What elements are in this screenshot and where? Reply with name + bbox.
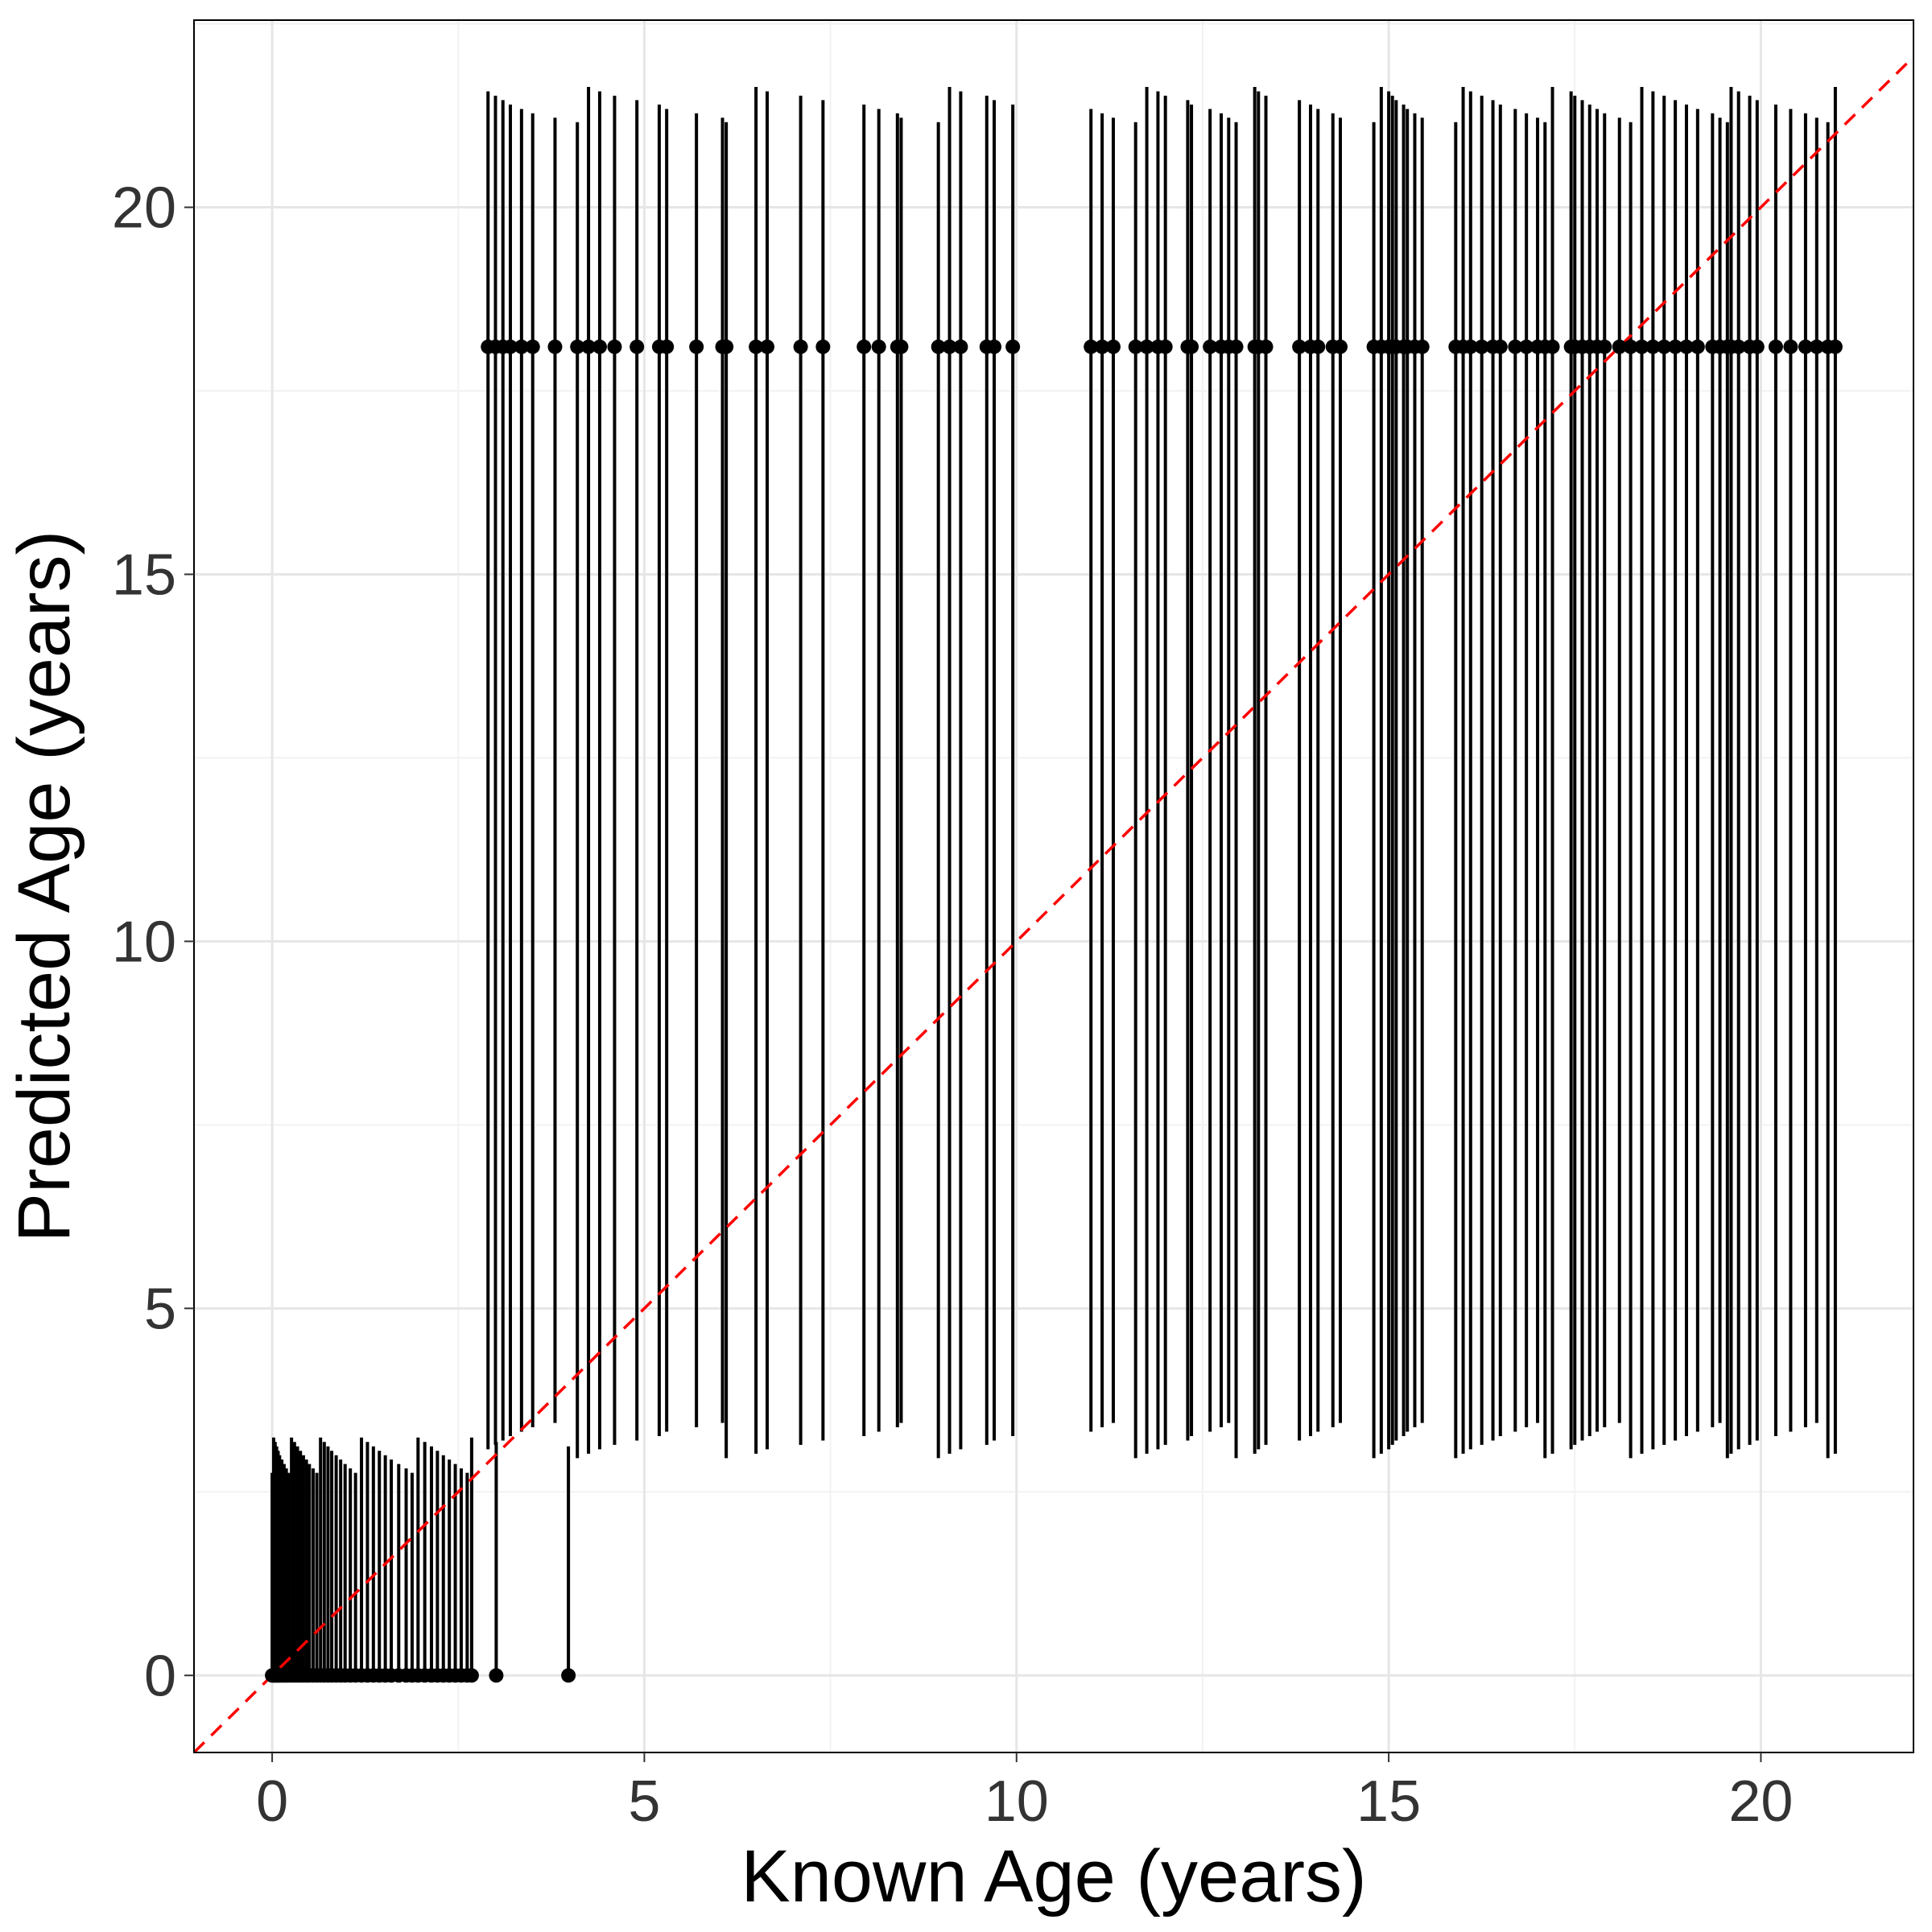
data-point	[1492, 339, 1508, 354]
data-point	[749, 339, 764, 354]
data-point	[659, 339, 675, 354]
data-point	[502, 339, 518, 354]
reference-line-layer	[192, 56, 1915, 1754]
data-point	[592, 339, 607, 354]
y-tick-label: 0	[144, 1644, 176, 1708]
y-tick-label: 20	[112, 176, 176, 241]
data-point	[1798, 339, 1813, 354]
data-point	[1545, 339, 1560, 354]
data-point	[1623, 339, 1638, 354]
data-point	[1597, 339, 1612, 354]
data-point	[1311, 339, 1326, 354]
data-point	[1657, 339, 1672, 354]
identity-reference-line	[192, 56, 1915, 1754]
data-point	[1668, 339, 1683, 354]
x-tick-label: 10	[985, 1769, 1049, 1834]
data-point	[953, 339, 968, 354]
data-point	[1463, 339, 1478, 354]
data-point	[871, 339, 886, 354]
data-point	[987, 339, 1002, 354]
data-point	[1005, 339, 1021, 354]
data-point	[760, 339, 774, 354]
data-point	[630, 339, 645, 354]
x-axis-ticks: 0 5 10 15 20	[256, 1752, 1793, 1834]
data-point	[894, 339, 909, 354]
data-point	[1749, 339, 1765, 354]
data-point	[1333, 339, 1348, 354]
x-axis-title: Known Age (years)	[741, 1835, 1366, 1918]
data-point	[1414, 339, 1430, 354]
data-point	[1105, 339, 1121, 354]
data-point	[1731, 339, 1746, 354]
data-point	[1519, 339, 1534, 354]
y-tick-label: 15	[112, 543, 176, 607]
data-point	[1084, 339, 1099, 354]
data-point	[1508, 339, 1523, 354]
data-point	[1228, 339, 1244, 354]
data-point	[1158, 339, 1173, 354]
data-point	[561, 1668, 576, 1683]
data-points	[265, 339, 1843, 1683]
plot-panel	[194, 20, 1913, 1752]
data-point	[1095, 339, 1110, 354]
y-tick-label: 10	[112, 910, 176, 974]
data-point	[1292, 339, 1307, 354]
data-point	[464, 1668, 479, 1683]
data-point	[581, 339, 597, 354]
data-point	[857, 339, 872, 354]
data-point	[1203, 339, 1218, 354]
data-point	[1634, 339, 1649, 354]
data-point	[1612, 339, 1627, 354]
data-point	[1139, 339, 1154, 354]
data-point	[1809, 339, 1824, 354]
data-point	[1678, 339, 1694, 354]
y-axis-title: Predicted Age (years)	[3, 530, 85, 1243]
error-bars	[270, 86, 1837, 1676]
data-point	[1827, 339, 1843, 354]
data-point	[1645, 339, 1661, 354]
x-tick-label: 0	[256, 1769, 288, 1834]
data-point	[1768, 339, 1783, 354]
data-point	[489, 1668, 504, 1683]
data-point	[793, 339, 808, 354]
x-tick-label: 5	[628, 1769, 660, 1834]
data-point	[570, 339, 585, 354]
data-point	[719, 339, 734, 354]
data-point	[1783, 339, 1798, 354]
data-point	[1474, 339, 1489, 354]
data-point	[607, 339, 622, 354]
y-axis-ticks: 0 5 10 15 20	[112, 176, 194, 1708]
x-tick-label: 20	[1728, 1769, 1793, 1834]
data-point	[1258, 339, 1274, 354]
data-point	[514, 339, 529, 354]
data-point	[942, 339, 957, 354]
y-tick-label: 5	[144, 1277, 176, 1341]
plot-border	[193, 19, 1914, 1753]
data-point	[1690, 339, 1705, 354]
data-point	[525, 339, 540, 354]
data-point	[931, 339, 946, 354]
x-tick-label: 15	[1356, 1769, 1421, 1834]
data-point	[1128, 339, 1143, 354]
data-point	[1184, 339, 1199, 354]
data-point	[815, 339, 831, 354]
data-point	[547, 339, 563, 354]
data-point	[689, 339, 704, 354]
